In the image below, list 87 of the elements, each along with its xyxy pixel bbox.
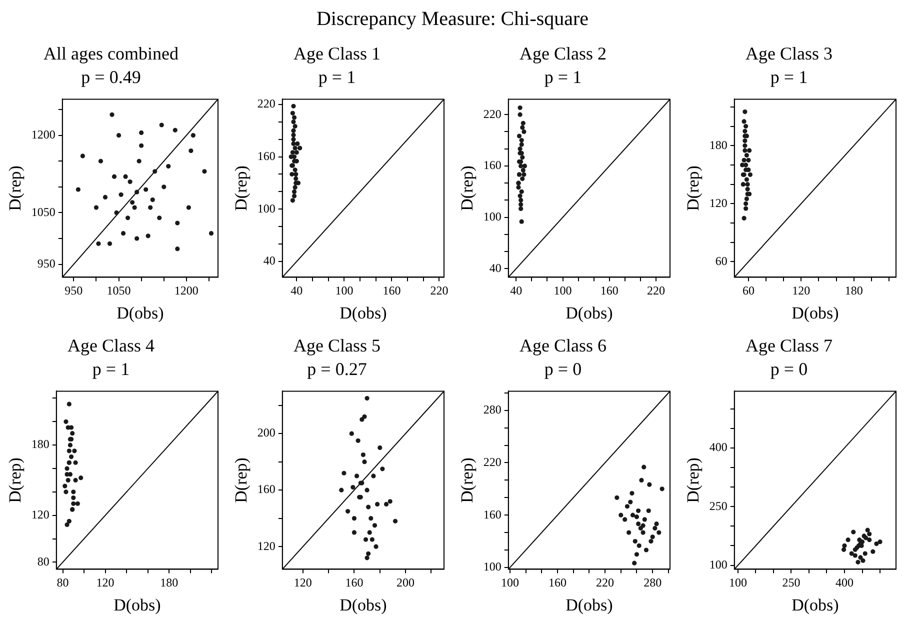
x-tick-label: 40 (290, 284, 303, 298)
x-tick-label: 220 (430, 284, 448, 298)
y-tick-label: 160 (257, 482, 276, 496)
y-tick-label: 40 (263, 254, 276, 268)
x-tick-label: 180 (844, 284, 863, 298)
y-tick-label: 100 (483, 209, 502, 224)
y-tick-label: 950 (37, 256, 56, 270)
y-axis-title: D(rep) (6, 166, 25, 211)
y-tick-label: 60 (715, 254, 728, 268)
x-tick-label: 60 (742, 284, 754, 298)
chart-title: Age Class 4 (68, 336, 154, 356)
y-axis-title: D(rep) (684, 166, 703, 211)
x-axis-title: D(obs) (566, 595, 613, 614)
y-tick-label: 250 (709, 498, 728, 513)
y-tick-label: 80 (37, 554, 50, 568)
y-tick-label: 220 (483, 106, 502, 121)
chart-title: Age Class 3 (746, 44, 832, 64)
y-tick-label: 100 (709, 557, 728, 572)
y-tick-label: 200 (257, 426, 276, 440)
chart-subtitle: p = 0 (544, 359, 582, 380)
text: Discrepancy Measure: Chi-square (316, 8, 589, 30)
y-axis-title: D(rep) (458, 166, 477, 211)
y-axis-title: D(rep) (684, 458, 703, 503)
chart-subtitle: p = 0 (770, 359, 808, 380)
x-tick-label: 160 (345, 576, 364, 590)
x-tick-label: 1200 (174, 284, 198, 298)
y-tick-label: 400 (709, 440, 728, 454)
y-tick-label: 220 (483, 454, 502, 469)
chart-title: Age Class 7 (746, 336, 832, 356)
chart-subtitle: p = 1 (770, 67, 808, 88)
y-tick-label: 1200 (31, 127, 56, 142)
x-tick-label: 400 (836, 576, 854, 590)
y-axis-title: D(rep) (232, 166, 251, 211)
x-tick-label: 250 (782, 576, 800, 590)
chart-subtitle: p = 0.49 (81, 67, 141, 88)
y-tick-label: 220 (257, 96, 276, 111)
x-tick-label: 120 (294, 576, 312, 590)
y-tick-label: 180 (31, 437, 50, 452)
x-axis-title: D(obs) (340, 595, 387, 614)
y-tick-label: 160 (483, 507, 502, 522)
y-tick-label: 40 (489, 260, 502, 275)
chart-title: All ages combined (44, 44, 178, 64)
y-tick-label: 120 (257, 538, 276, 553)
x-tick-label: 200 (396, 576, 415, 590)
x-tick-label: 100 (335, 284, 354, 298)
y-tick-label: 1050 (31, 204, 56, 219)
x-tick-label: 100 (728, 576, 747, 590)
x-tick-label: 160 (382, 284, 401, 298)
y-tick-label: 100 (257, 201, 276, 216)
x-tick-label: 120 (96, 576, 114, 590)
x-tick-label: 220 (647, 284, 666, 298)
y-tick-label: 160 (257, 148, 276, 163)
x-axis-title: D(obs) (792, 595, 839, 614)
chart-title: Age Class 2 (520, 44, 606, 64)
y-tick-label: 120 (31, 507, 50, 522)
x-tick-label: 280 (644, 576, 662, 590)
x-tick-label: 1050 (106, 284, 131, 298)
x-axis-title: D(obs) (792, 303, 839, 322)
chart-subtitle: p = 1 (318, 67, 356, 88)
chart-title: Age Class 5 (294, 336, 380, 356)
y-tick-label: 280 (483, 402, 502, 417)
y-tick-label: 160 (483, 158, 502, 172)
chart-title: Age Class 6 (520, 336, 606, 356)
x-axis-title: D(obs) (566, 303, 613, 322)
x-tick-label: 220 (596, 576, 614, 590)
chart-subtitle: p = 1 (92, 359, 130, 380)
x-tick-label: 40 (510, 284, 522, 298)
y-axis-title: D(rep) (232, 458, 251, 503)
x-axis-title: D(obs) (340, 303, 387, 322)
x-tick-label: 180 (160, 576, 178, 590)
x-tick-label: 160 (548, 576, 567, 590)
y-axis-title: D(rep) (458, 458, 477, 503)
x-axis-title: D(obs) (116, 303, 164, 322)
x-tick-label: 120 (792, 284, 810, 298)
x-tick-label: 160 (600, 284, 618, 298)
chart-subtitle: p = 0.27 (307, 359, 367, 380)
x-tick-label: 100 (500, 576, 519, 590)
y-axis-title: D(rep) (6, 458, 25, 503)
y-tick-label: 120 (709, 196, 728, 210)
x-axis-title: D(obs) (114, 595, 161, 614)
chart-title: Age Class 1 (294, 44, 380, 64)
x-tick-label: 950 (64, 284, 83, 298)
y-tick-label: 100 (483, 560, 502, 574)
chart-subtitle: p = 1 (544, 67, 582, 88)
y-tick-label: 180 (709, 138, 728, 152)
x-tick-label: 80 (56, 576, 69, 590)
x-tick-label: 100 (554, 284, 572, 298)
